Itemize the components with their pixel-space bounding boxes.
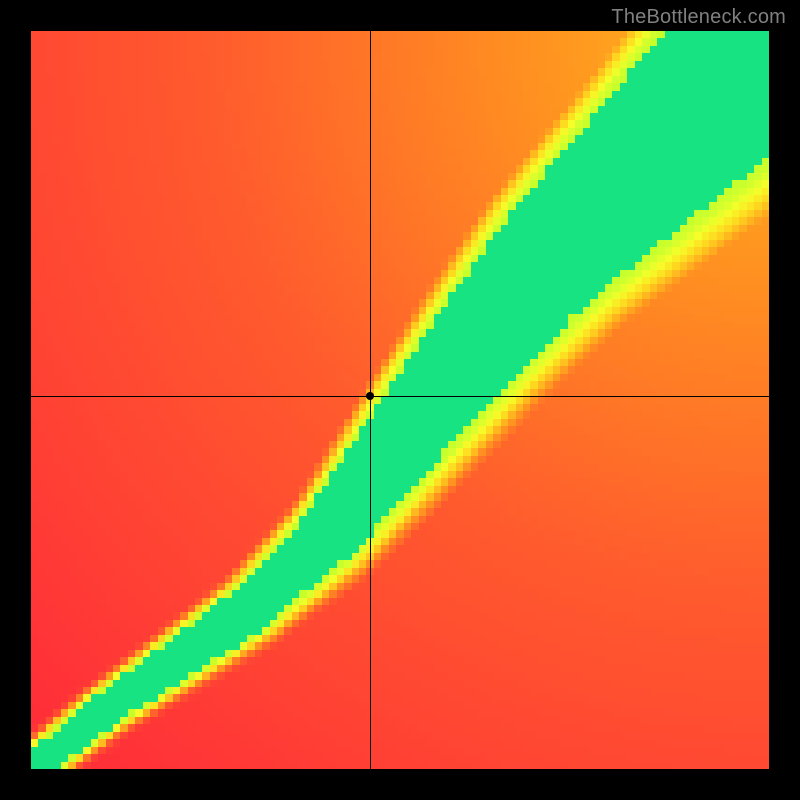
crosshair-horizontal-line <box>31 396 769 397</box>
chart-container: TheBottleneck.com <box>0 0 800 800</box>
heatmap-plot <box>31 31 769 769</box>
source-watermark: TheBottleneck.com <box>611 6 786 29</box>
crosshair-marker <box>366 392 374 400</box>
